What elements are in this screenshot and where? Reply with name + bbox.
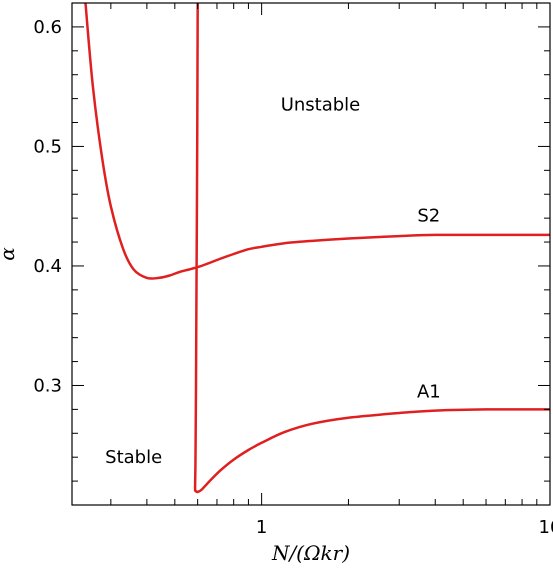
series-layer	[84, 3, 550, 494]
plot-frame	[71, 2, 551, 506]
tick-layer: 1 10 0.3 0.4 0.5 0.6	[33, 3, 553, 538]
annotation-stable: Stable	[105, 447, 162, 468]
y-axis-label: α	[0, 247, 19, 261]
y-tick-label: 0.3	[33, 375, 62, 396]
annotation-unstable: Unstable	[281, 95, 361, 116]
y-tick-label: 0.6	[33, 17, 62, 38]
series-line-a1	[193, 3, 550, 494]
x-tick-label: 1	[256, 517, 267, 538]
series-line-s2	[84, 3, 550, 280]
y-tick-label: 0.4	[33, 256, 62, 277]
annotation-s2: S2	[417, 206, 440, 227]
y-tick-label: 0.5	[33, 136, 62, 157]
annotation-a1: A1	[417, 381, 441, 402]
x-axis-label: N/(Ωkr)	[271, 541, 350, 565]
annotation-layer: Unstable S2 A1 Stable	[105, 95, 441, 469]
x-tick-label: 10	[539, 517, 553, 538]
